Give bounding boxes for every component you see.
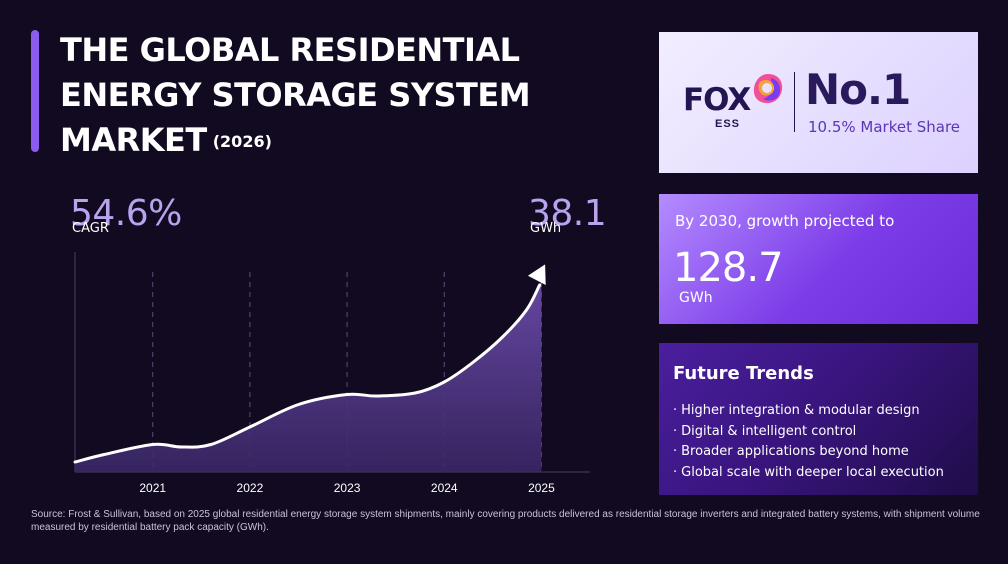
brand-sub: ESS bbox=[715, 118, 741, 130]
growth-unit: GWh bbox=[679, 290, 713, 306]
x-tick-label-2023: 2023 bbox=[334, 481, 361, 495]
title-accent-bar bbox=[31, 30, 39, 152]
page-title-year: (2026) bbox=[212, 132, 272, 151]
market-growth-chart: 2021 2022 2023 2024 2025 bbox=[73, 252, 590, 495]
series-line bbox=[73, 283, 542, 464]
trend-item: · Higher integration & modular design bbox=[673, 401, 944, 422]
trend-arrow-head bbox=[527, 264, 546, 285]
growth-lead: By 2030, growth projected to bbox=[675, 212, 895, 230]
growth-card: By 2030, growth projected to 128.7 GWh bbox=[659, 194, 978, 324]
brand-rank: No.1 bbox=[805, 65, 911, 114]
bullet-icon: · bbox=[673, 423, 678, 439]
end-unit: GWh bbox=[530, 221, 562, 236]
area-fill bbox=[75, 281, 542, 472]
bullet-icon: · bbox=[673, 403, 678, 418]
end-value: 38.1 bbox=[528, 193, 607, 234]
trend-item-text: Higher integration & modular design bbox=[681, 403, 920, 418]
trend-item: · Global scale with deeper local executio… bbox=[673, 463, 944, 484]
cagr-value: 54.6% bbox=[70, 193, 182, 234]
x-tick-label-2024: 2024 bbox=[431, 481, 458, 495]
bullet-icon: · bbox=[673, 464, 678, 480]
x-tick-label-2025: 2025 bbox=[528, 481, 555, 495]
brand-card: FOX ESS No.1 10.5% Market Share bbox=[659, 32, 978, 173]
x-tick-labels: 2021 2022 2023 2024 2025 bbox=[139, 481, 555, 495]
x-tick-label-2021: 2021 bbox=[139, 481, 166, 495]
page-title: THE GLOBAL RESIDENTIAL ENERGY STORAGE SY… bbox=[60, 28, 580, 164]
fox-ess-logo-icon bbox=[753, 74, 783, 104]
brand-name: FOX bbox=[683, 82, 751, 118]
trends-title: Future Trends bbox=[673, 363, 814, 384]
cagr-label: CAGR bbox=[72, 221, 109, 236]
brand-divider bbox=[794, 72, 795, 132]
trend-item-text: Digital & intelligent control bbox=[681, 423, 857, 439]
page-title-text: THE GLOBAL RESIDENTIAL ENERGY STORAGE SY… bbox=[60, 31, 531, 159]
brand-market-share: 10.5% Market Share bbox=[808, 118, 961, 136]
trend-item: · Digital & intelligent control bbox=[673, 422, 944, 443]
trend-item-text: Global scale with deeper local execution bbox=[681, 464, 944, 480]
source-note: Source: Frost & Sullivan, based on 2025 … bbox=[31, 509, 980, 533]
trend-item: · Broader applications beyond home bbox=[673, 442, 944, 463]
growth-value: 128.7 bbox=[673, 245, 784, 291]
x-tick-label-2022: 2022 bbox=[237, 481, 264, 495]
trends-list: · Higher integration & modular design · Di… bbox=[673, 401, 944, 483]
trends-card: Future Trends · Higher integration & modu… bbox=[659, 343, 978, 495]
bullet-icon: · bbox=[673, 444, 678, 459]
trend-item-text: Broader applications beyond home bbox=[681, 444, 909, 459]
chart-gridlines bbox=[152, 272, 542, 472]
